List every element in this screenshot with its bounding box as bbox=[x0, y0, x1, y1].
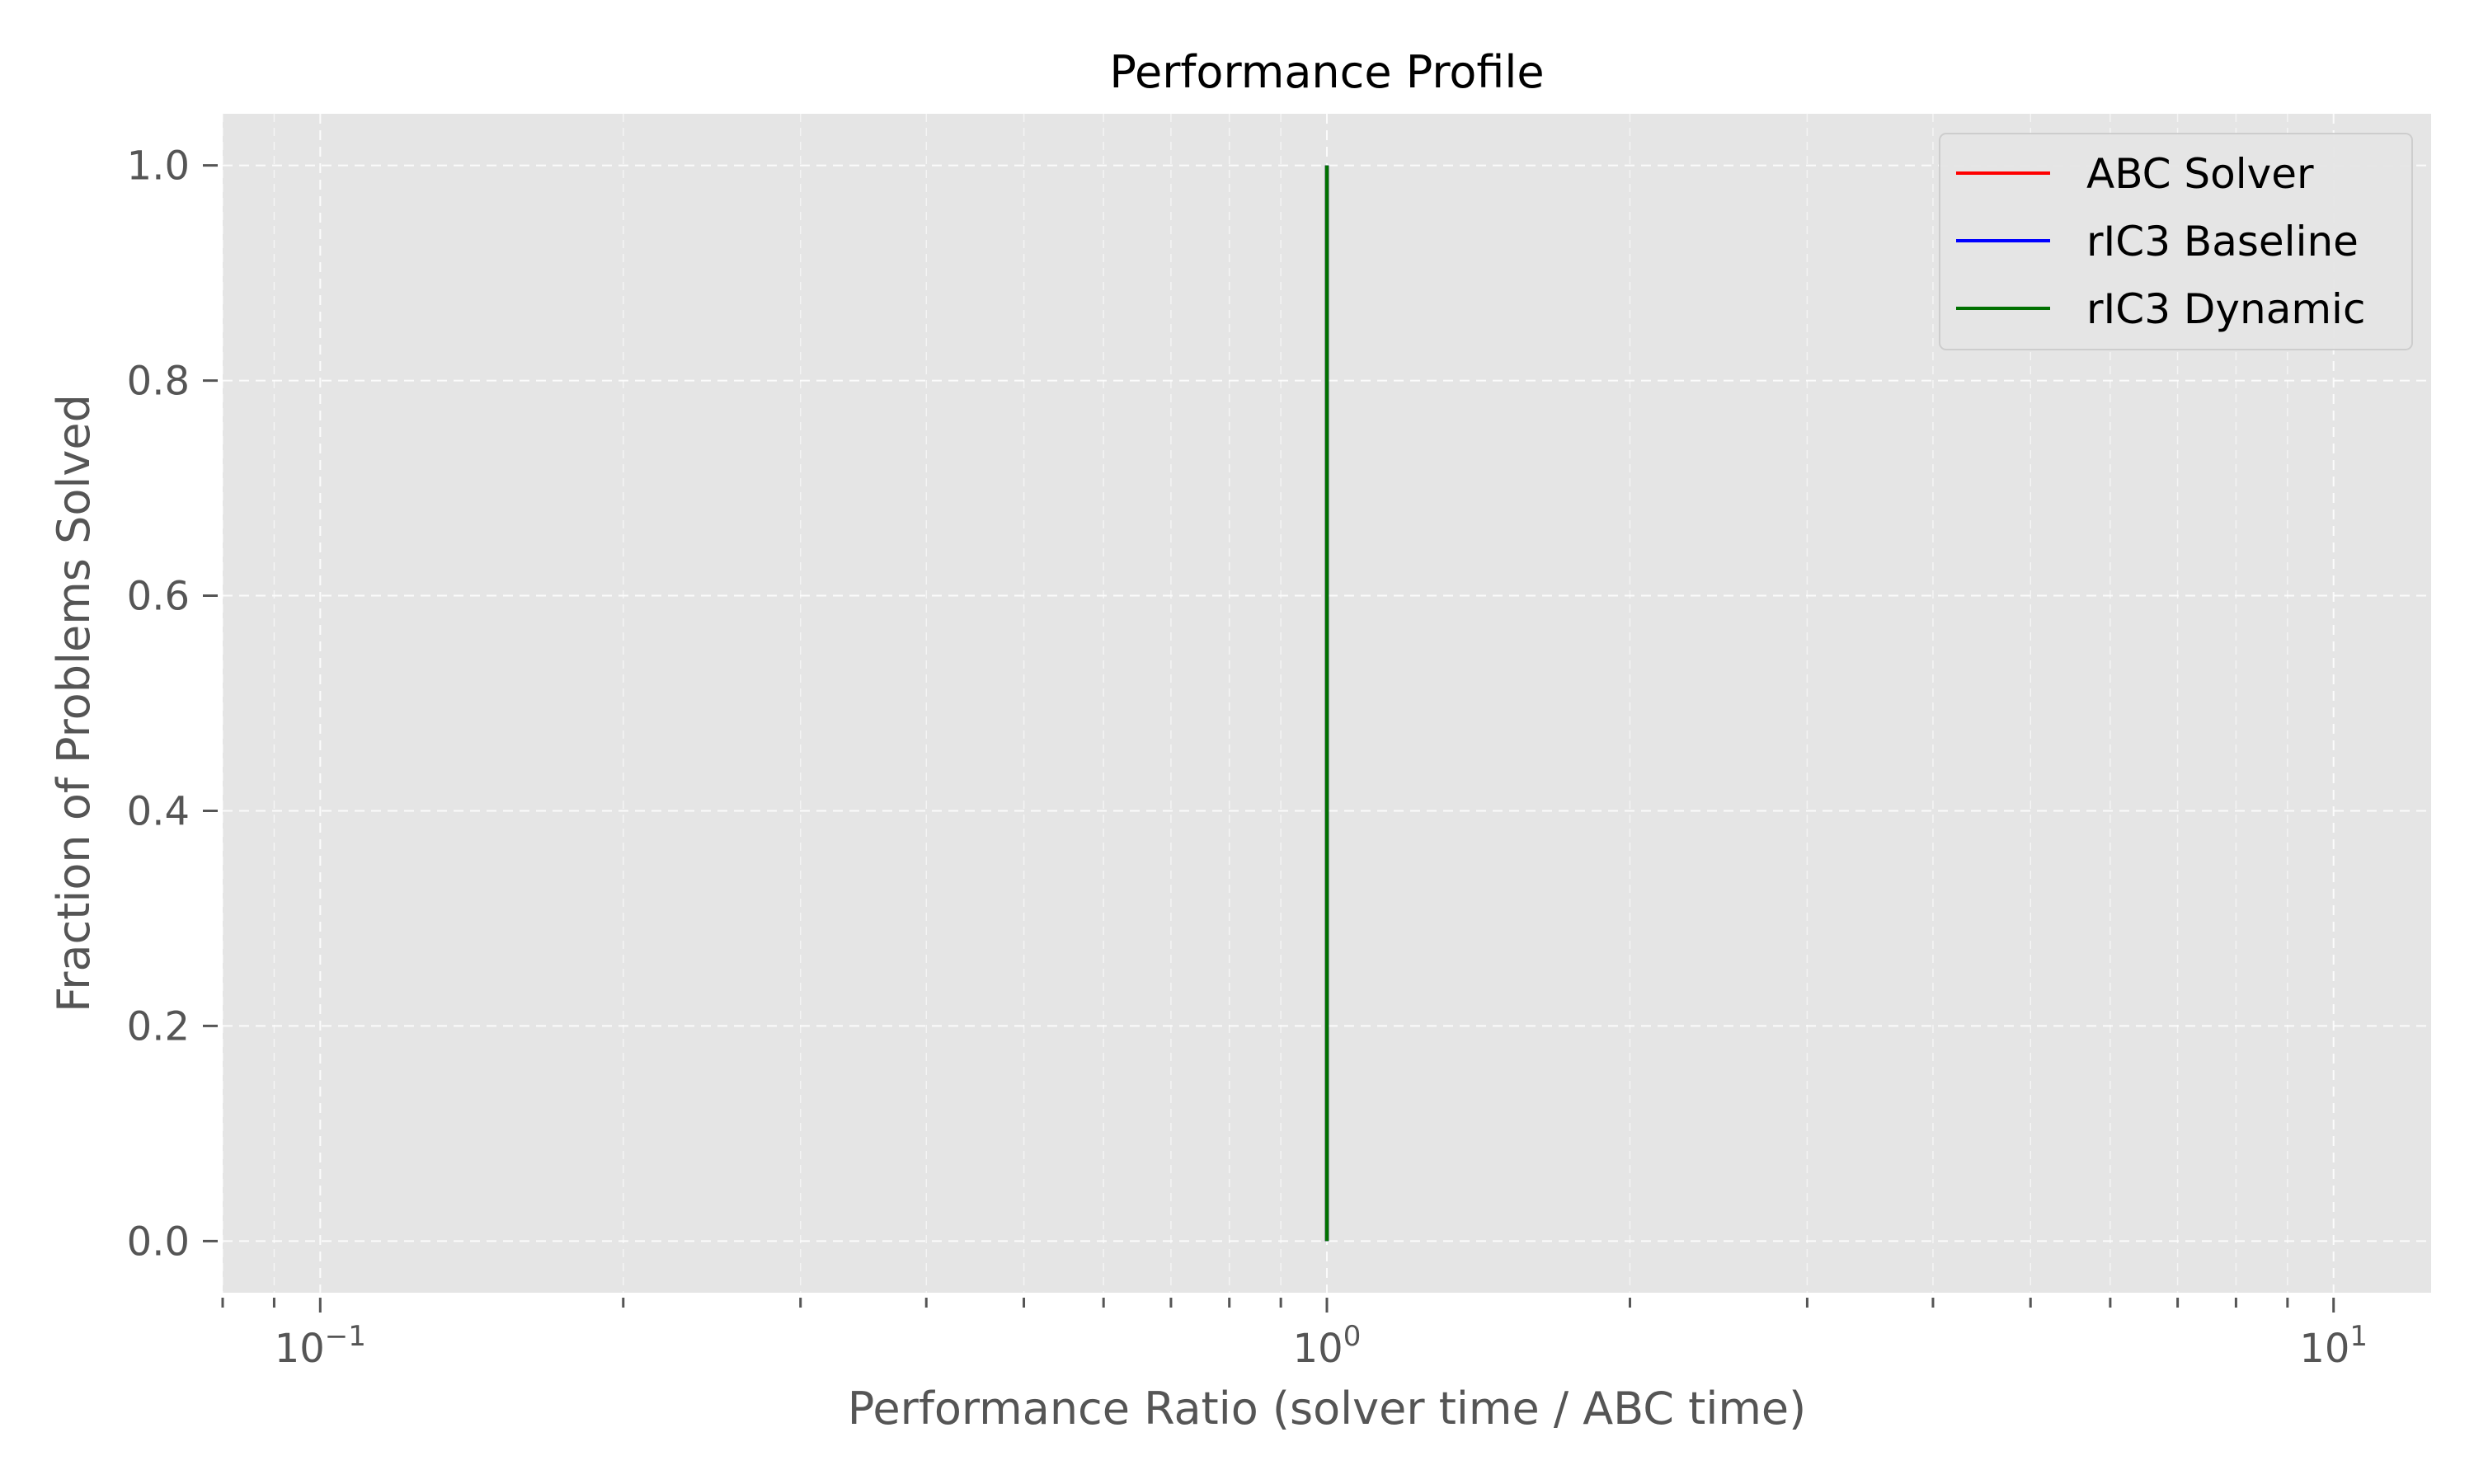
x-axis-label: Performance Ratio (solver time / ABC tim… bbox=[848, 1383, 1806, 1435]
grid bbox=[222, 114, 2431, 1293]
legend-box bbox=[1939, 133, 2413, 350]
x-tick-label: 101 bbox=[2299, 1320, 2368, 1372]
x-tick-label: 10−1 bbox=[275, 1320, 366, 1372]
y-tick-label: 0.8 bbox=[127, 359, 190, 405]
y-tick-label: 0.6 bbox=[127, 574, 190, 620]
axes: 10−1 100 101 0.0 0.2 0.4 0.6 0.8 1.0 bbox=[127, 143, 2368, 1372]
y-tick-label: 0.2 bbox=[127, 1003, 190, 1050]
y-tick-label: 1.0 bbox=[127, 143, 190, 190]
y-tick-label: 0.4 bbox=[127, 788, 190, 834]
legend: ABC Solver rIC3 Baseline rIC3 Dynamic bbox=[1939, 133, 2413, 350]
legend-entry-label: ABC Solver bbox=[2086, 150, 2314, 198]
legend-entry-label: rIC3 Dynamic bbox=[2086, 285, 2365, 333]
y-axis-label: Fraction of Problems Solved bbox=[48, 394, 100, 1012]
y-tick-label: 0.0 bbox=[127, 1219, 190, 1265]
legend-entry-label: rIC3 Baseline bbox=[2086, 218, 2359, 265]
chart-title: Performance Profile bbox=[1109, 46, 1544, 98]
x-tick-label: 100 bbox=[1293, 1320, 1362, 1372]
